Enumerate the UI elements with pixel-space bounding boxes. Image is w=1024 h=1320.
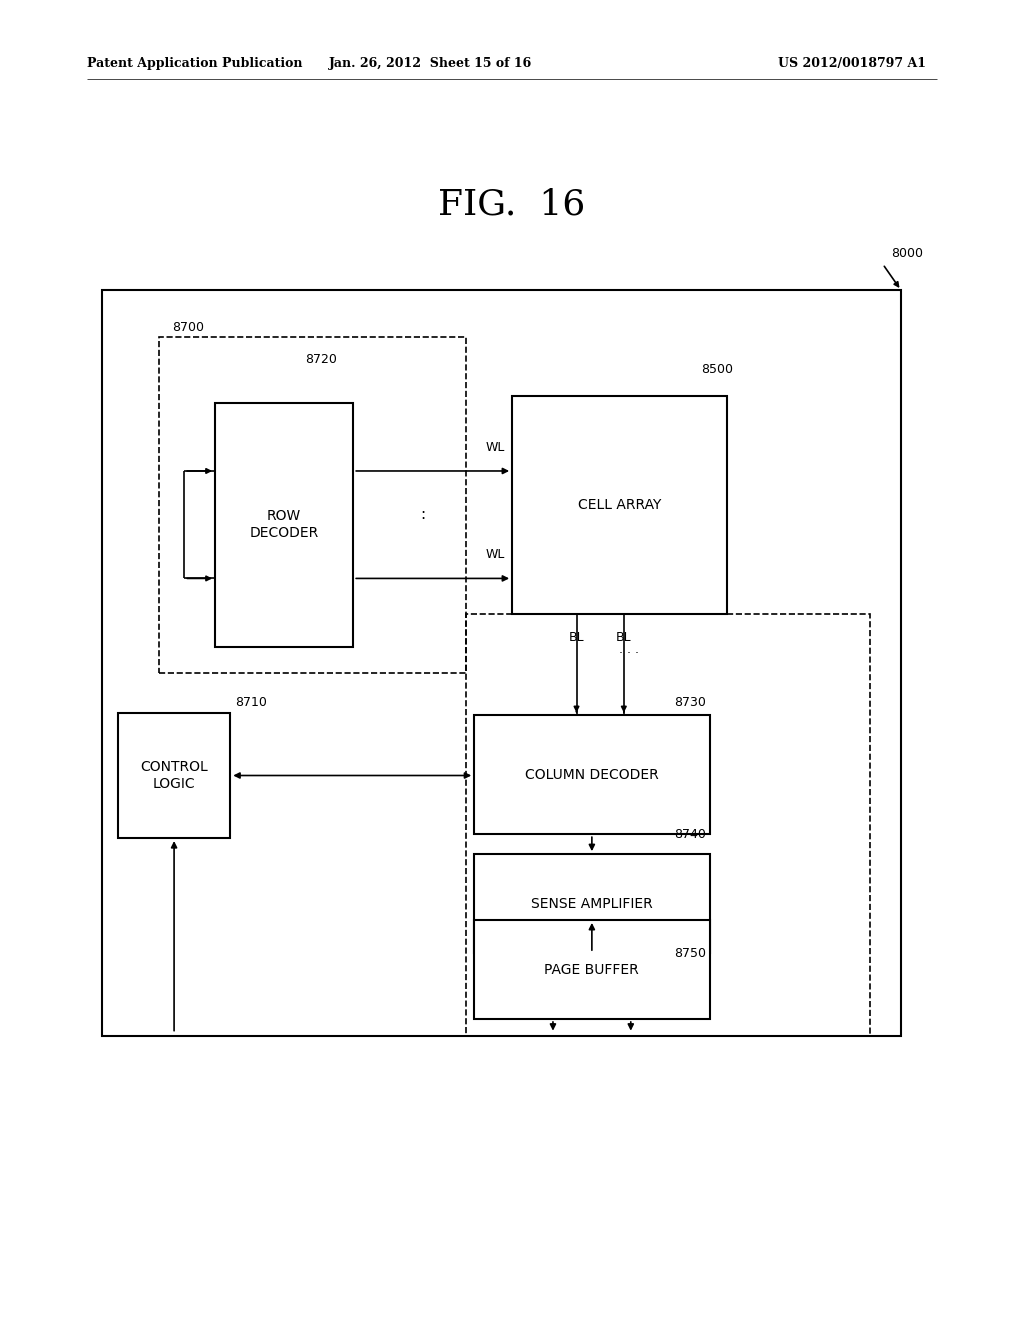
- Text: CELL ARRAY: CELL ARRAY: [578, 498, 662, 512]
- Text: BL: BL: [616, 631, 632, 644]
- Text: FIG.  16: FIG. 16: [438, 187, 586, 222]
- Bar: [118, 713, 230, 838]
- Text: 8730: 8730: [674, 696, 706, 709]
- Text: · · ·: · · ·: [618, 647, 639, 660]
- Text: 8000: 8000: [891, 247, 923, 260]
- Text: Jan. 26, 2012  Sheet 15 of 16: Jan. 26, 2012 Sheet 15 of 16: [329, 57, 531, 70]
- Bar: [512, 396, 727, 614]
- Text: CONTROL
LOGIC: CONTROL LOGIC: [140, 760, 208, 791]
- Text: 8720: 8720: [305, 352, 337, 366]
- Text: ROW
DECODER: ROW DECODER: [250, 510, 318, 540]
- Text: 8500: 8500: [701, 363, 733, 376]
- Bar: [474, 920, 710, 1019]
- Bar: [159, 337, 466, 673]
- Text: :: :: [420, 507, 425, 521]
- Text: 8740: 8740: [674, 828, 706, 841]
- Bar: [474, 715, 710, 834]
- Text: 8710: 8710: [236, 696, 267, 709]
- Text: 8700: 8700: [172, 321, 204, 334]
- Bar: [102, 290, 901, 1036]
- Text: WL: WL: [485, 441, 505, 454]
- Text: PAGE BUFFER: PAGE BUFFER: [545, 962, 639, 977]
- Bar: [474, 854, 710, 953]
- Bar: [466, 614, 870, 1036]
- Text: Patent Application Publication: Patent Application Publication: [87, 57, 302, 70]
- Text: US 2012/0018797 A1: US 2012/0018797 A1: [778, 57, 927, 70]
- Text: BL: BL: [568, 631, 585, 644]
- Bar: [215, 403, 353, 647]
- Text: 8750: 8750: [674, 946, 706, 960]
- Text: WL: WL: [485, 548, 505, 561]
- Text: COLUMN DECODER: COLUMN DECODER: [525, 768, 658, 781]
- Text: SENSE AMPLIFIER: SENSE AMPLIFIER: [531, 896, 652, 911]
